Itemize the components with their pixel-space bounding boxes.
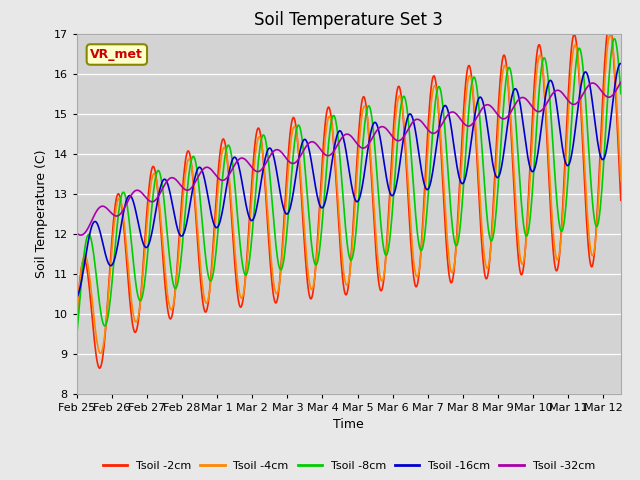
X-axis label: Time: Time xyxy=(333,418,364,431)
Legend: Tsoil -2cm, Tsoil -4cm, Tsoil -8cm, Tsoil -16cm, Tsoil -32cm: Tsoil -2cm, Tsoil -4cm, Tsoil -8cm, Tsoi… xyxy=(98,457,600,476)
Y-axis label: Soil Temperature (C): Soil Temperature (C) xyxy=(35,149,48,278)
Text: VR_met: VR_met xyxy=(90,48,143,61)
Title: Soil Temperature Set 3: Soil Temperature Set 3 xyxy=(254,11,444,29)
